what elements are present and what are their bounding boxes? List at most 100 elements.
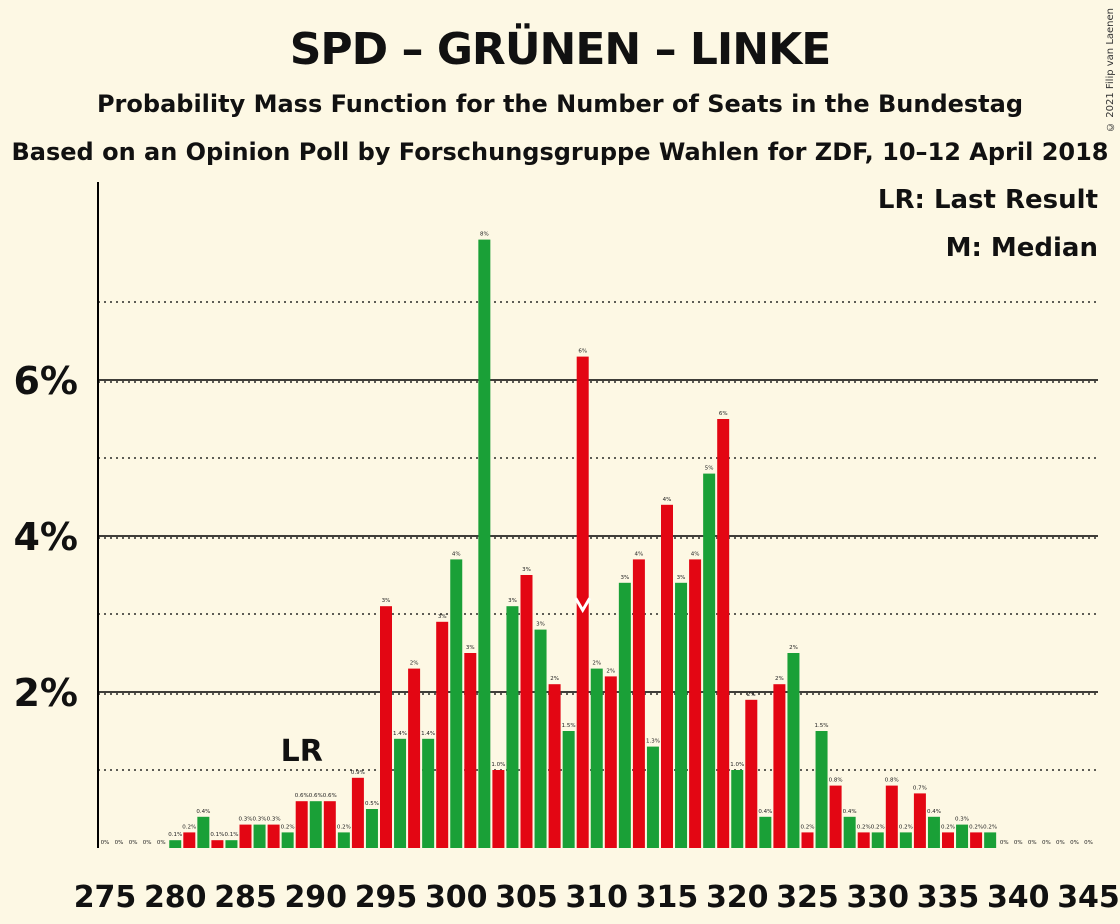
bar-seat-336: [956, 824, 969, 848]
x-tick-label: 310: [565, 880, 628, 915]
bar-seat-310: [590, 668, 603, 848]
bar-seat-289: [295, 801, 308, 848]
bar-seat-291: [323, 801, 336, 848]
bar-label-seat-279: 0%: [157, 840, 166, 846]
bar-seat-331: [885, 785, 898, 848]
bar-label-seat-330: 0.2%: [871, 824, 885, 830]
bar-label-seat-286: 0.3%: [253, 817, 267, 823]
bar-seat-298: [422, 738, 435, 848]
bar-seat-307: [548, 684, 561, 848]
bar-label-seat-290: 0.6%: [309, 793, 323, 799]
chart-source: Based on an Opinion Poll by Forschungsgr…: [11, 138, 1109, 166]
bar-seat-332: [899, 832, 912, 848]
bar-seat-287: [267, 824, 280, 848]
bar-label-seat-325: 0.2%: [801, 824, 815, 830]
bar-seat-296: [394, 738, 407, 848]
bar-seat-338: [984, 832, 997, 848]
bar-label-seat-345: 0%: [1084, 840, 1093, 846]
bar-seat-280: [169, 840, 182, 848]
bar-seat-294: [365, 809, 378, 848]
x-tick-label: 315: [636, 880, 699, 915]
bar-seat-281: [183, 832, 196, 848]
bar-seat-334: [927, 816, 940, 848]
x-tick-label: 345: [1057, 880, 1120, 915]
bar-seat-328: [843, 816, 856, 848]
bar-label-seat-336: 0.3%: [955, 817, 969, 823]
bar-label-seat-283: 0.1%: [210, 832, 224, 838]
x-tick-label: 300: [425, 880, 488, 915]
bar-label-seat-295: 3%: [382, 598, 391, 604]
bar-label-seat-337: 0.2%: [969, 824, 983, 830]
bar-label-seat-291: 0.6%: [323, 793, 337, 799]
bar-seat-300: [450, 559, 463, 848]
x-tick-label: 340: [987, 880, 1050, 915]
bar-seat-327: [829, 785, 842, 848]
bar-seat-283: [211, 840, 224, 848]
bar-seat-333: [913, 793, 926, 848]
bar-label-seat-309: 6%: [578, 349, 587, 355]
bar-label-seat-318: 5%: [705, 466, 714, 472]
bar-label-seat-322: 0.4%: [758, 809, 772, 815]
bar-label-seat-307: 2%: [550, 676, 559, 682]
bar-seat-282: [197, 816, 210, 848]
bar-label-seat-285: 0.3%: [239, 817, 253, 823]
bar-seat-305: [520, 575, 533, 848]
bar-label-seat-339: 0%: [1000, 840, 1009, 846]
bar-label-seat-276: 0%: [115, 840, 124, 846]
bar-seat-335: [942, 832, 954, 848]
bar-seat-286: [253, 824, 266, 848]
bar-label-seat-297: 2%: [410, 661, 419, 667]
bar-label-seat-299: 3%: [438, 614, 447, 620]
bar-label-seat-293: 0.9%: [351, 770, 365, 776]
bar-seat-284: [225, 840, 238, 848]
bar-label-seat-277: 0%: [129, 840, 138, 846]
bar-seat-309: [576, 356, 589, 848]
bar-label-seat-301: 3%: [466, 645, 475, 651]
y-tick-label: 6%: [13, 359, 78, 403]
bar-seat-319: [717, 419, 730, 848]
bar-seat-299: [436, 621, 449, 848]
bar-label-seat-312: 3%: [620, 575, 629, 581]
bar-label-seat-319: 6%: [719, 411, 728, 417]
bar-label-seat-344: 0%: [1070, 840, 1079, 846]
bar-label-seat-305: 3%: [522, 567, 531, 573]
bar-label-seat-343: 0%: [1056, 840, 1065, 846]
bar-seat-285: [239, 824, 252, 848]
bar-label-seat-294: 0.5%: [365, 801, 379, 807]
bar-label-seat-306: 3%: [536, 622, 545, 628]
x-tick-label: 335: [917, 880, 980, 915]
bar-label-seat-316: 3%: [677, 575, 686, 581]
bar-label-seat-302: 8%: [480, 232, 489, 238]
bar-label-seat-289: 0.6%: [295, 793, 309, 799]
bar-label-seat-313: 4%: [635, 551, 644, 557]
bar-seat-311: [604, 676, 617, 848]
bar-label-seat-304: 3%: [508, 598, 517, 604]
bar-label-seat-315: 4%: [663, 497, 672, 503]
bar-seat-292: [337, 832, 350, 848]
bar-seat-297: [408, 668, 421, 848]
bar-seat-304: [506, 606, 519, 848]
bar-label-seat-314: 1.3%: [646, 739, 660, 745]
bar-seat-290: [309, 801, 322, 848]
chart-title: SPD – GRÜNEN – LINKE: [289, 24, 832, 75]
bar-label-seat-308: 1.5%: [562, 723, 576, 729]
bar-label-seat-310: 2%: [592, 661, 601, 667]
bar-seat-288: [281, 832, 294, 848]
bar-label-seat-311: 2%: [606, 668, 615, 674]
bar-seat-318: [703, 473, 716, 848]
legend-median: M: Median: [945, 233, 1098, 263]
x-tick-label: 305: [495, 880, 558, 915]
bar-label-seat-281: 0.2%: [182, 824, 196, 830]
bar-label-seat-317: 4%: [691, 551, 700, 557]
x-tick-label: 295: [355, 880, 418, 915]
x-tick-label: 320: [706, 880, 769, 915]
bar-label-seat-298: 1.4%: [421, 731, 435, 737]
bar-seat-317: [689, 559, 702, 848]
bar-seat-295: [380, 606, 392, 848]
bar-seat-329: [857, 832, 870, 848]
bar-label-seat-278: 0%: [143, 840, 152, 846]
bar-label-seat-303: 1.0%: [491, 762, 505, 768]
bar-seat-324: [787, 653, 800, 848]
bar-label-seat-275: 0%: [101, 840, 110, 846]
bar-label-seat-332: 0.2%: [899, 824, 913, 830]
